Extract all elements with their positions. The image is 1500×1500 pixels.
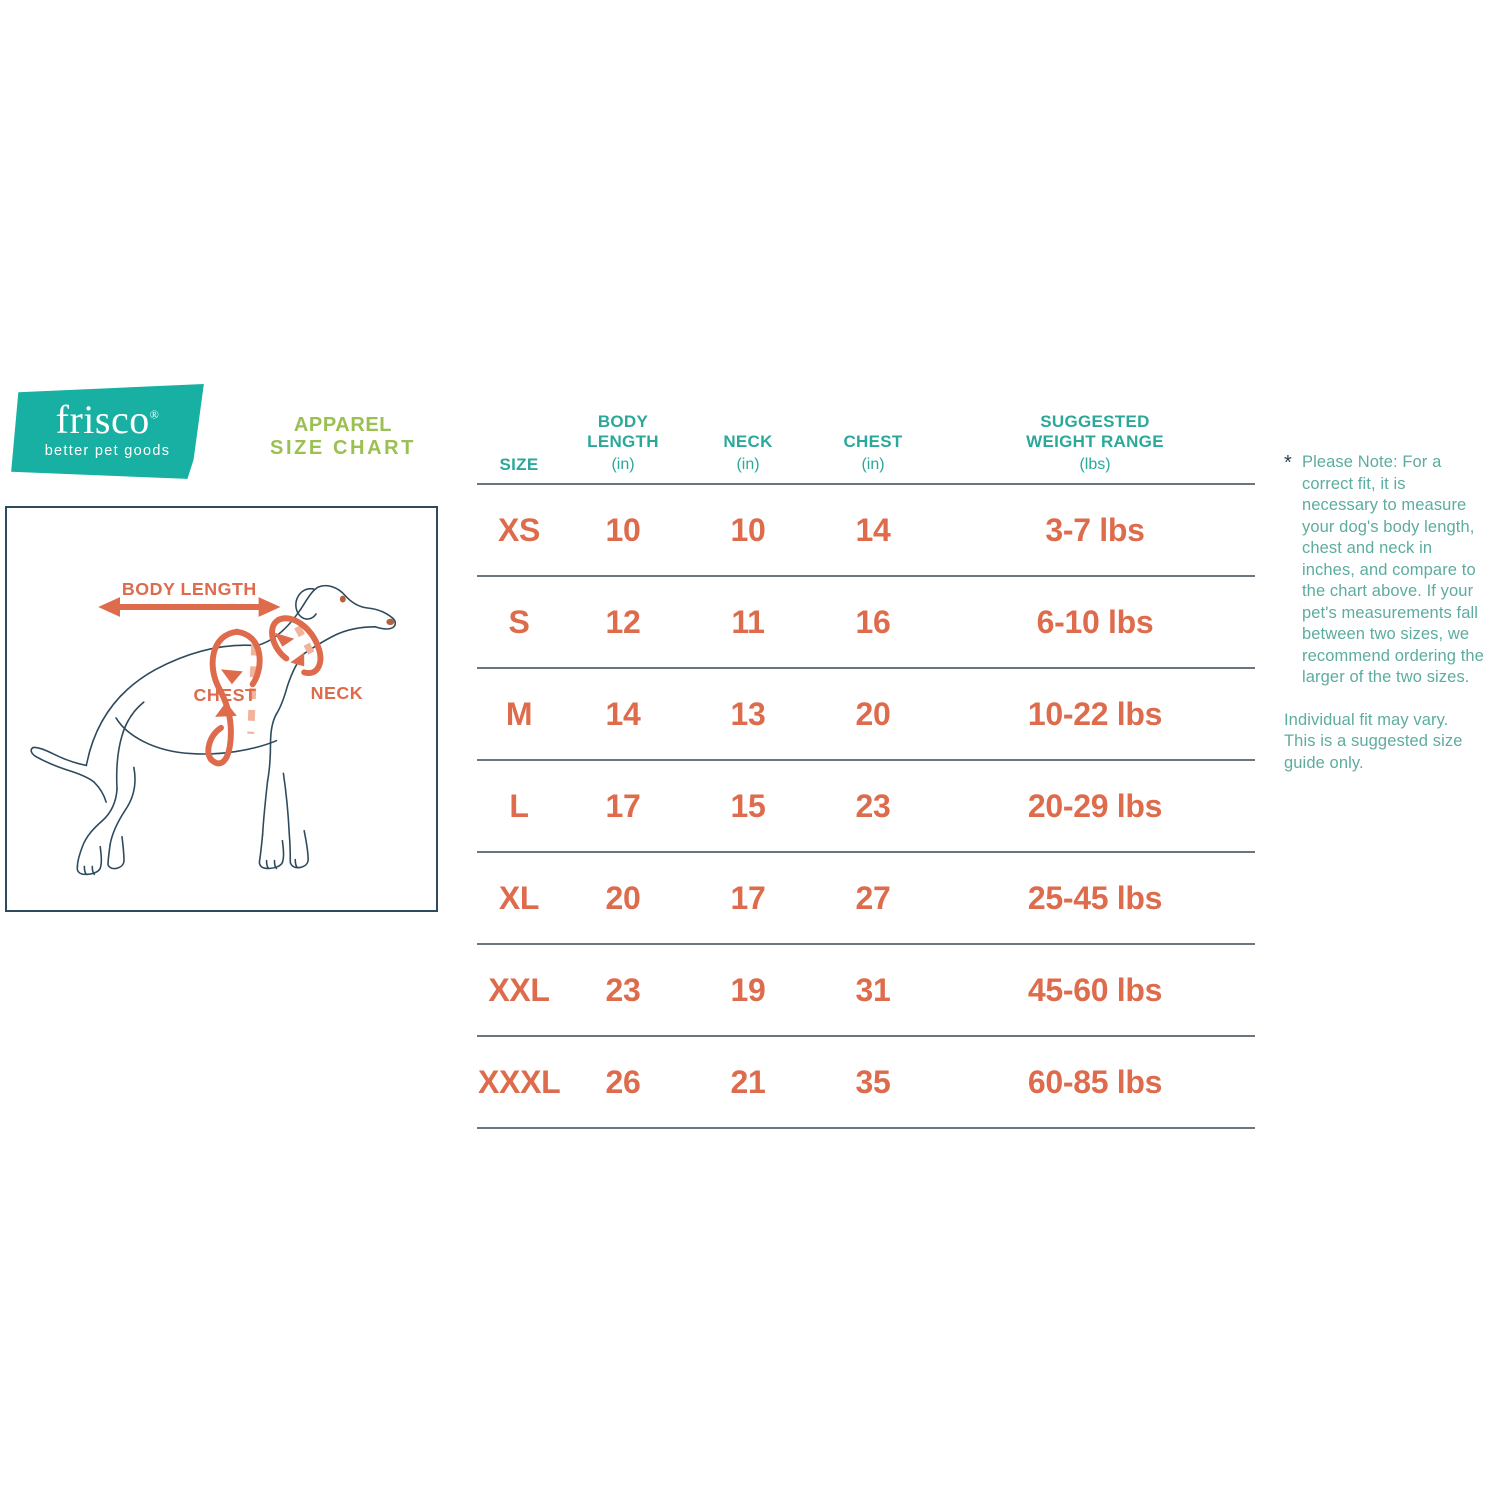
cell-neck: 15 — [685, 759, 811, 852]
column-header-neck: NECK (in) — [685, 412, 811, 484]
body-length-label: BODY LENGTH — [122, 579, 257, 599]
cell-size: XS — [477, 483, 561, 576]
column-header-neck-unit: (in) — [736, 456, 760, 473]
cell-body-length: 26 — [561, 1035, 685, 1129]
neck-label: NECK — [311, 683, 363, 703]
cell-chest: 27 — [811, 851, 935, 944]
cell-chest: 23 — [811, 759, 935, 852]
column-header-weight-line1: SUGGESTED — [1040, 412, 1150, 431]
logo-wordmark: frisco® — [5, 400, 210, 440]
frisco-logo: frisco® better pet goods — [5, 382, 210, 484]
cell-size: S — [477, 575, 561, 668]
chest-loop-upper — [233, 628, 263, 688]
cell-neck: 19 — [685, 943, 811, 1036]
cell-chest: 31 — [811, 943, 935, 1036]
cell-body-length: 14 — [561, 667, 685, 760]
cell-size: M — [477, 667, 561, 760]
chest-arrowhead-down — [221, 669, 243, 685]
registered-mark-icon: ® — [149, 407, 160, 422]
body-length-arrowhead-left — [98, 597, 121, 617]
column-header-chest: CHEST (in) — [811, 412, 935, 484]
table-body: XS 10 10 14 3-7 lbs S 12 11 16 6-10 lbs … — [477, 483, 1255, 1129]
cell-chest: 16 — [811, 575, 935, 668]
column-header-body-length-line2: LENGTH — [587, 432, 659, 451]
asterisk-icon: * — [1284, 452, 1292, 474]
table-header: SIZE BODY LENGTH (in) NECK (in) CHEST (i… — [477, 412, 1255, 484]
table-header-row: SIZE BODY LENGTH (in) NECK (in) CHEST (i… — [477, 412, 1255, 484]
column-header-weight-unit: (lbs) — [1079, 456, 1111, 473]
cell-chest: 14 — [811, 483, 935, 576]
cell-size: XL — [477, 851, 561, 944]
cell-size: XXXL — [477, 1035, 561, 1129]
cell-weight: 6-10 lbs — [935, 575, 1255, 668]
dog-diagram-svg: BODY LENGTH CHEST NECK — [30, 579, 397, 876]
note-paragraph-2: Individual fit may vary. This is a sugge… — [1284, 710, 1463, 772]
column-header-chest-unit: (in) — [861, 456, 885, 473]
column-header-body-length: BODY LENGTH (in) — [561, 412, 685, 484]
body-length-arrowhead-right — [258, 597, 281, 617]
chest-loop-lower — [205, 724, 224, 763]
note-paragraph-1: Please Note: For a correct fit, it is ne… — [1302, 453, 1484, 686]
cell-chest: 35 — [811, 1035, 935, 1129]
table-row: XL 20 17 27 25-45 lbs — [477, 851, 1255, 944]
cell-weight: 45-60 lbs — [935, 943, 1255, 1036]
cell-body-length: 23 — [561, 943, 685, 1036]
cell-body-length: 20 — [561, 851, 685, 944]
logo-banner-shape — [11, 384, 204, 479]
cell-size: XXL — [477, 943, 561, 1036]
cell-neck: 11 — [685, 575, 811, 668]
dog-outline-icon — [30, 584, 397, 876]
cell-neck: 17 — [685, 851, 811, 944]
title-line-1: APPAREL — [293, 414, 393, 436]
chest-dashed-guide — [247, 644, 259, 734]
title-line-2: SIZE CHART — [270, 437, 416, 459]
column-header-weight: SUGGESTED WEIGHT RANGE (lbs) — [935, 412, 1255, 484]
chest-arrowhead-up — [215, 702, 237, 717]
size-chart-table-element: SIZE BODY LENGTH (in) NECK (in) CHEST (i… — [477, 412, 1255, 1129]
table-row: XS 10 10 14 3-7 lbs — [477, 483, 1255, 576]
neck-loop-near — [269, 616, 290, 662]
cell-weight: 20-29 lbs — [935, 759, 1255, 852]
cell-weight: 25-45 lbs — [935, 851, 1255, 944]
column-header-chest-label: CHEST — [843, 432, 903, 451]
cell-chest: 20 — [811, 667, 935, 760]
dog-nose-icon — [386, 618, 395, 626]
cell-size: L — [477, 759, 561, 852]
column-header-weight-line2: WEIGHT RANGE — [1026, 432, 1164, 451]
apparel-size-chart-title: APPAREL SIZE CHART — [248, 414, 438, 460]
logo-word-text: frisco — [55, 397, 150, 442]
neck-dashed-guide — [294, 625, 316, 657]
cell-weight: 60-85 lbs — [935, 1035, 1255, 1129]
cell-neck: 21 — [685, 1035, 811, 1129]
logo-tagline: better pet goods — [44, 443, 171, 459]
please-note-panel: * Please Note: For a correct fit, it is … — [1284, 452, 1484, 774]
column-header-neck-label: NECK — [723, 432, 773, 451]
dog-measurement-diagram: BODY LENGTH CHEST NECK — [5, 506, 438, 912]
table-row: S 12 11 16 6-10 lbs — [477, 575, 1255, 668]
table-row: XXL 23 19 31 45-60 lbs — [477, 943, 1255, 1036]
note-paragraph-1-wrap: * Please Note: For a correct fit, it is … — [1284, 452, 1484, 689]
cell-weight: 3-7 lbs — [935, 483, 1255, 576]
dog-eye-icon — [339, 595, 346, 603]
column-header-body-length-unit: (in) — [611, 456, 635, 473]
cell-body-length: 10 — [561, 483, 685, 576]
chest-label: CHEST — [194, 685, 257, 705]
table-row: XXXL 26 21 35 60-85 lbs — [477, 1035, 1255, 1129]
cell-neck: 10 — [685, 483, 811, 576]
column-header-size-label: SIZE — [499, 455, 539, 474]
cell-neck: 13 — [685, 667, 811, 760]
cell-weight: 10-22 lbs — [935, 667, 1255, 760]
table-row: L 17 15 23 20-29 lbs — [477, 759, 1255, 852]
column-header-size: SIZE — [477, 412, 561, 484]
table-row: M 14 13 20 10-22 lbs — [477, 667, 1255, 760]
column-header-body-length-line1: BODY — [597, 412, 649, 431]
cell-body-length: 12 — [561, 575, 685, 668]
size-chart-table: SIZE BODY LENGTH (in) NECK (in) CHEST (i… — [477, 412, 1255, 1129]
neck-arrowhead-down — [274, 632, 295, 647]
neck-loop-far — [275, 615, 324, 676]
cell-body-length: 17 — [561, 759, 685, 852]
neck-arrowhead-up — [290, 652, 305, 667]
